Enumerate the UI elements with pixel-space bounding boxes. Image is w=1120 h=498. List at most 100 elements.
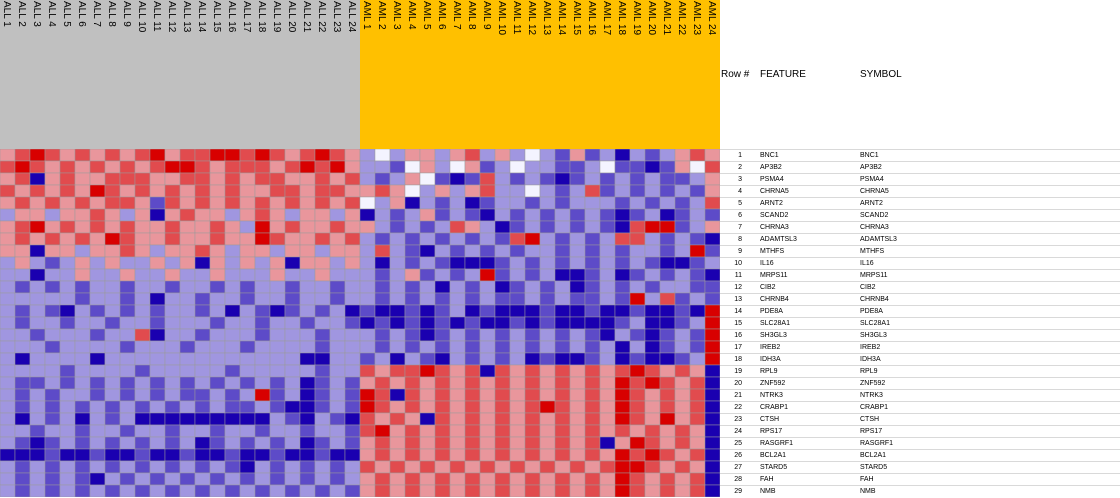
heatmap-cell [569, 316, 586, 330]
heatmap-cell [614, 412, 631, 426]
heatmap-cell [149, 364, 166, 378]
heatmap-cell [14, 292, 31, 306]
heatmap-cell [284, 448, 301, 462]
heatmap-cell [584, 448, 601, 462]
heatmap-cell [404, 340, 421, 354]
heatmap-cell [434, 220, 451, 234]
heatmap-cell [329, 172, 346, 186]
heatmap-cell [419, 340, 436, 354]
heatmap-cell [464, 352, 481, 366]
heatmap-cell [494, 376, 511, 390]
heatmap-cell [254, 232, 271, 246]
heatmap-cell [629, 364, 646, 378]
heatmap-cell [314, 400, 331, 414]
sample-label: ALL 7 [90, 1, 102, 147]
row-number: 24 [734, 428, 742, 435]
sample-label: ALL 4 [45, 1, 57, 147]
heatmap-cell [344, 328, 361, 342]
heatmap-cell [569, 292, 586, 306]
heatmap-cell [269, 220, 286, 234]
heatmap-cell [434, 448, 451, 462]
heatmap-cell [284, 376, 301, 390]
heatmap-cell [614, 304, 631, 318]
heatmap-cell [344, 232, 361, 246]
heatmap-cell [599, 400, 616, 414]
heatmap-cell [434, 460, 451, 474]
heatmap-cell [674, 364, 691, 378]
heatmap-cell [494, 232, 511, 246]
feature-row: 29 NMB NMB [720, 485, 1120, 497]
heatmap-cell [674, 149, 691, 162]
heatmap-cell [164, 364, 181, 378]
heatmap-cell [284, 460, 301, 474]
row-number: 26 [734, 452, 742, 459]
heatmap-cell [74, 376, 91, 390]
heatmap-cell [479, 316, 496, 330]
heatmap-cell [374, 412, 391, 426]
heatmap-cell [554, 316, 571, 330]
heatmap-cell [134, 149, 151, 162]
heatmap-cell [89, 460, 106, 474]
heatmap-cell [689, 304, 706, 318]
heatmap-cell [434, 364, 451, 378]
heatmap-cell [14, 448, 31, 462]
heatmap-cell [254, 149, 271, 162]
heatmap-cell [704, 340, 720, 354]
heatmap-cell [329, 149, 346, 162]
heatmap-cell [119, 364, 136, 378]
sample-label-text: AML 23 [691, 1, 702, 36]
heatmap-cell [224, 244, 241, 258]
heatmap-cell [674, 328, 691, 342]
sample-label: AML 9 [480, 1, 492, 147]
heatmap-cell [209, 184, 226, 198]
heatmap-cell [29, 172, 46, 186]
gene-symbol: PDE8A [860, 308, 883, 315]
heatmap-cell [629, 448, 646, 462]
heatmap-cell [464, 340, 481, 354]
feature-name: BCL2A1 [760, 452, 787, 459]
heatmap-cell [539, 244, 556, 258]
heatmap-cell [644, 448, 661, 462]
heatmap-cell [29, 256, 46, 270]
heatmap-cell [104, 484, 121, 497]
feature-row: 12 CIB2 CIB2 [720, 281, 1120, 293]
heatmap-cell [239, 220, 256, 234]
heatmap-cell [44, 472, 61, 486]
heatmap-cell [74, 328, 91, 342]
heatmap-cell [539, 400, 556, 414]
row-number: 19 [734, 368, 742, 375]
heatmap-cell [659, 448, 676, 462]
heatmap-cell [194, 220, 211, 234]
heatmap-cell [584, 328, 601, 342]
heatmap-cell [419, 160, 436, 174]
heatmap-cell [524, 400, 541, 414]
heatmap-cell [74, 388, 91, 402]
heatmap-cell [659, 280, 676, 294]
heatmap-cell [569, 376, 586, 390]
heatmap-cell [434, 340, 451, 354]
heatmap-cell [149, 280, 166, 294]
gene-symbol: RASGRF1 [860, 440, 894, 447]
heatmap-cell [149, 172, 166, 186]
heatmap-cell [44, 328, 61, 342]
heatmap-cell [119, 484, 136, 497]
sample-label-text: ALL 7 [91, 1, 102, 27]
heatmap-cell [0, 208, 16, 222]
heatmap-cell [74, 316, 91, 330]
heatmap-cell [419, 208, 436, 222]
heatmap-cell [284, 208, 301, 222]
heatmap-cell [0, 352, 16, 366]
heatmap-cell [479, 328, 496, 342]
heatmap-cell [269, 280, 286, 294]
heatmap-cell [119, 340, 136, 354]
heatmap-cell [74, 340, 91, 354]
feature-name: RPS17 [760, 428, 783, 435]
heatmap-cell [419, 472, 436, 486]
heatmap-cell [209, 388, 226, 402]
heatmap-cell [254, 328, 271, 342]
heatmap-cell [614, 196, 631, 210]
heatmap-cell [479, 436, 496, 450]
feature-name: ADAMTSL3 [760, 236, 797, 243]
heatmap-cell [389, 424, 406, 438]
heatmap-cell [284, 232, 301, 246]
